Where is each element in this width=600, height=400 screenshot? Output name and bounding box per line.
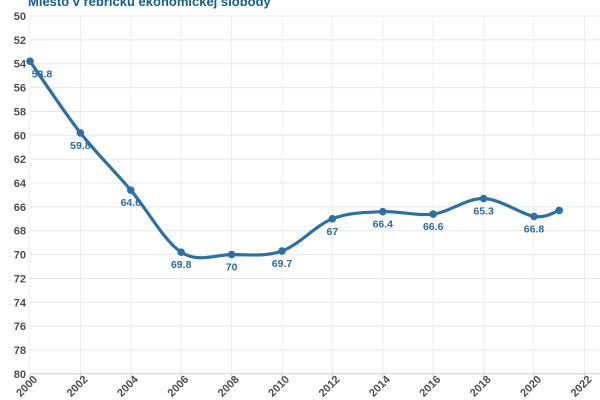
- y-axis-label-74: 74: [14, 297, 27, 309]
- data-label-2012: 67: [327, 226, 339, 238]
- y-axis-label-62: 62: [14, 154, 26, 166]
- data-label-2010: 69.7: [272, 258, 293, 270]
- data-point-2018[interactable]: [479, 194, 488, 203]
- y-axis-label-58: 58: [14, 106, 26, 118]
- data-label-2016: 66.6: [423, 221, 444, 233]
- data-point-2016[interactable]: [429, 210, 438, 218]
- y-axis-label-54: 54: [14, 59, 27, 71]
- data-label-2018: 65.3: [473, 206, 494, 218]
- data-label-2008: 70: [226, 262, 238, 274]
- data-label-2004: 64.6: [121, 197, 142, 209]
- x-axis-label-2014: 2014: [367, 373, 393, 399]
- data-point-2014[interactable]: [379, 207, 387, 216]
- x-axis-label-2022: 2022: [569, 374, 595, 400]
- y-axis-label-68: 68: [14, 226, 26, 238]
- data-point-2006[interactable]: [177, 248, 185, 257]
- data-point-2020[interactable]: [530, 212, 538, 221]
- data-label-2006: 69.8: [171, 259, 192, 271]
- x-axis-label-2010: 2010: [266, 374, 292, 400]
- data-label-2002: 59.8: [70, 140, 91, 152]
- y-axis-label-50: 50: [14, 11, 26, 23]
- data-point-2002[interactable]: [76, 129, 85, 137]
- y-axis-label-76: 76: [14, 321, 26, 333]
- y-axis-label-78: 78: [14, 345, 26, 357]
- data-point-2004[interactable]: [127, 186, 135, 194]
- x-axis-label-2020: 2020: [518, 374, 544, 400]
- data-point-2000[interactable]: [26, 57, 34, 66]
- y-axis-label-66: 66: [14, 202, 26, 214]
- y-axis-label-72: 72: [14, 273, 26, 285]
- chart-title: Miesto v rebríčku ekonomickej slobody: [28, 0, 271, 9]
- data-point-2012[interactable]: [328, 215, 337, 223]
- y-axis-label-52: 52: [14, 35, 26, 47]
- x-axis-label-2016: 2016: [418, 374, 444, 400]
- data-point-2021[interactable]: [555, 206, 563, 215]
- data-point-2008[interactable]: [227, 250, 236, 259]
- data-label-2000: 53.8: [32, 68, 53, 80]
- x-axis-label-2004: 2004: [115, 373, 141, 399]
- y-axis-label-60: 60: [14, 130, 26, 142]
- y-axis-label-56: 56: [14, 83, 26, 95]
- y-axis-label-80: 80: [14, 369, 26, 381]
- x-axis-label-2008: 2008: [216, 374, 242, 400]
- x-axis-label-2002: 2002: [65, 374, 91, 400]
- y-axis-label-64: 64: [14, 178, 27, 190]
- x-axis-label-2018: 2018: [468, 374, 494, 400]
- y-axis-label-70: 70: [14, 250, 26, 262]
- data-label-2020: 66.8: [524, 223, 545, 235]
- x-axis-label-2006: 2006: [166, 374, 192, 400]
- data-point-2010[interactable]: [278, 247, 286, 255]
- data-label-2014: 66.4: [373, 219, 394, 231]
- x-axis-label-2012: 2012: [317, 374, 343, 400]
